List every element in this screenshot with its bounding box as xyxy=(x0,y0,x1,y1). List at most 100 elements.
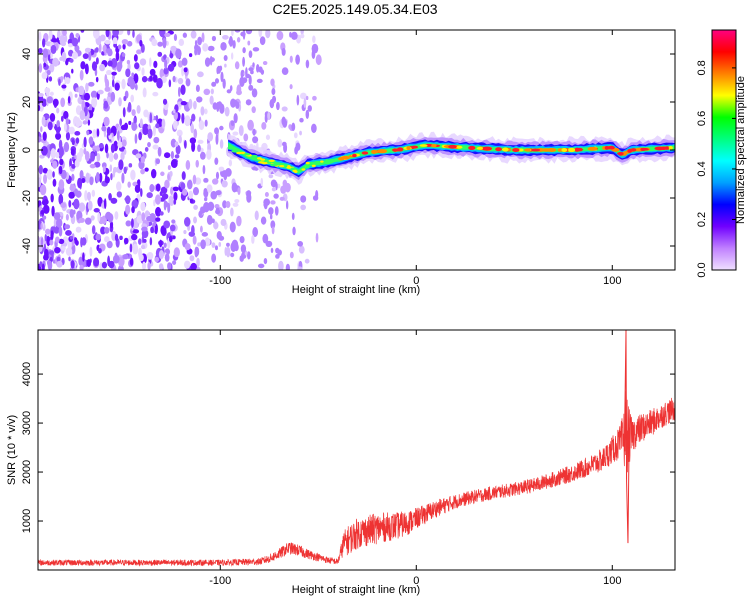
noise-speckle xyxy=(95,76,99,83)
noise-speckle xyxy=(46,169,53,180)
noise-speckle xyxy=(252,62,255,68)
spectrogram-axes: -100 0 100 -40 -20 0 20 40 xyxy=(21,30,675,287)
noise-speckle xyxy=(127,30,131,36)
noise-speckle xyxy=(58,78,61,86)
noise-speckle xyxy=(92,129,97,139)
noise-speckle xyxy=(193,100,197,110)
noise-speckle xyxy=(96,128,100,137)
noise-speckle xyxy=(146,215,153,222)
noise-speckle xyxy=(67,239,72,251)
noise-speckle xyxy=(104,39,111,45)
noise-speckle xyxy=(134,62,140,70)
noise-speckle xyxy=(136,104,141,114)
noise-speckle xyxy=(140,168,146,175)
noise-speckle xyxy=(151,38,158,47)
ridge-hotspot xyxy=(411,145,419,149)
noise-speckle xyxy=(120,151,125,161)
noise-speckle xyxy=(118,159,124,170)
noise-speckle xyxy=(149,183,155,193)
noise-speckle xyxy=(91,61,98,71)
noise-speckle xyxy=(67,96,71,104)
noise-speckle xyxy=(232,202,239,207)
noise-speckle xyxy=(150,168,157,179)
noise-speckle xyxy=(90,152,95,162)
noise-speckle xyxy=(65,213,69,221)
ridge-hotspot xyxy=(604,146,609,150)
noise-speckle xyxy=(121,172,125,184)
noise-speckle xyxy=(114,233,119,242)
noise-speckle xyxy=(40,222,43,230)
noise-speckle xyxy=(108,260,115,269)
noise-speckle xyxy=(162,98,168,105)
noise-speckle xyxy=(39,261,43,268)
noise-speckle xyxy=(222,34,229,40)
noise-speckle xyxy=(116,130,120,141)
noise-speckle xyxy=(211,35,217,42)
noise-speckle xyxy=(99,34,106,42)
noise-speckle xyxy=(177,77,184,85)
noise-speckle xyxy=(209,95,214,105)
noise-speckle xyxy=(111,71,117,76)
noise-speckle xyxy=(84,150,90,162)
noise-speckle xyxy=(158,250,165,260)
noise-speckle xyxy=(173,109,176,114)
noise-speckle xyxy=(171,219,176,224)
colorbar-ticks: 0.0 0.2 0.4 0.6 0.8 xyxy=(696,60,736,278)
noise-speckle xyxy=(84,63,89,75)
noise-speckle xyxy=(89,176,94,186)
noise-speckle xyxy=(263,258,268,265)
noise-speckle xyxy=(247,251,251,260)
noise-speckle xyxy=(315,232,319,243)
noise-speckle xyxy=(114,82,120,91)
noise-speckle xyxy=(307,105,312,112)
noise-speckle xyxy=(271,187,277,192)
y-tick-label: 40 xyxy=(21,48,33,60)
noise-speckle xyxy=(113,42,118,48)
ridge-hotspot xyxy=(290,167,296,170)
noise-speckle xyxy=(130,94,135,103)
noise-speckle xyxy=(305,59,310,69)
colorbar-gradient xyxy=(711,29,737,271)
noise-speckle xyxy=(114,252,118,261)
noise-speckle xyxy=(98,143,104,149)
noise-speckle xyxy=(181,57,188,66)
noise-speckle xyxy=(59,158,64,166)
y-tick-label: 20 xyxy=(21,96,33,108)
noise-speckle xyxy=(46,89,50,98)
noise-speckle xyxy=(188,53,193,58)
noise-speckle xyxy=(71,37,79,47)
noise-speckle xyxy=(197,36,202,46)
snr-y-axis-label: SNR (10 * v/v) xyxy=(6,415,18,485)
noise-speckle xyxy=(233,113,238,124)
noise-speckle xyxy=(95,233,102,241)
noise-speckle xyxy=(157,146,162,157)
noise-speckle xyxy=(164,179,170,189)
noise-speckle xyxy=(225,246,231,258)
noise-speckle xyxy=(59,56,64,61)
noise-speckle xyxy=(63,122,67,132)
noise-speckle xyxy=(291,212,295,220)
noise-speckle xyxy=(143,109,149,118)
noise-speckle xyxy=(231,30,234,37)
ridge-hotspot xyxy=(406,146,411,150)
colorbar-tick-label: 0.6 xyxy=(696,111,708,126)
noise-speckle xyxy=(68,199,72,208)
noise-speckle xyxy=(126,40,133,47)
noise-speckle xyxy=(153,199,156,207)
noise-speckle xyxy=(247,119,254,131)
noise-speckle xyxy=(42,204,50,214)
noise-speckle xyxy=(285,200,289,210)
noise-speckle xyxy=(296,94,300,106)
noise-speckle xyxy=(204,57,211,67)
noise-speckle xyxy=(234,30,241,33)
noise-speckle xyxy=(85,82,89,92)
noise-speckle xyxy=(110,197,118,204)
noise-speckle xyxy=(251,88,258,98)
noise-speckle xyxy=(114,211,119,220)
ridge-hotspot xyxy=(260,158,265,161)
colorbar-tick-label: 0.4 xyxy=(696,161,708,176)
noise-speckle xyxy=(219,125,224,131)
ridge-hotspot xyxy=(305,165,310,169)
noise-speckle xyxy=(239,255,244,262)
noise-speckle xyxy=(125,68,131,78)
